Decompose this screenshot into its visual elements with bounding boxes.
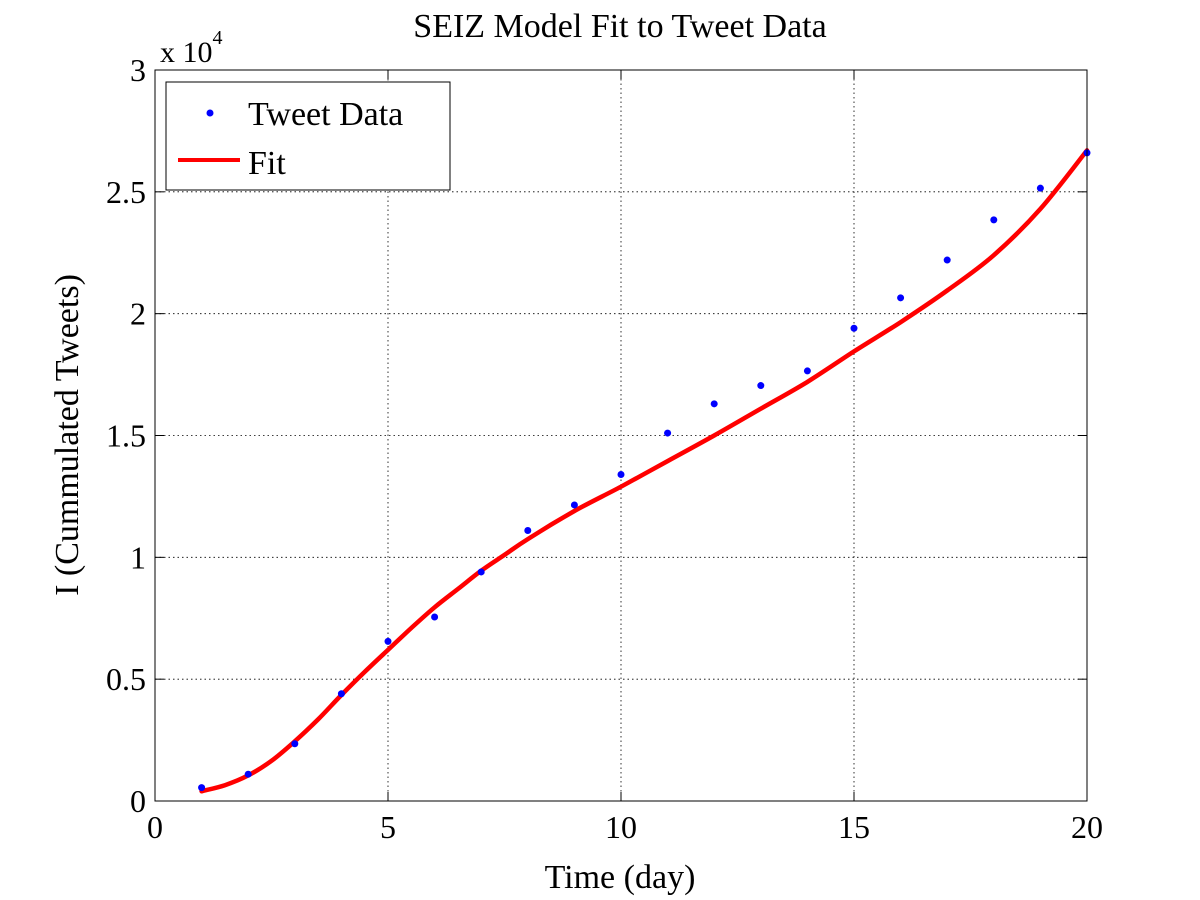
tweet-data-point <box>385 638 392 645</box>
tweet-data-point <box>1037 185 1044 192</box>
y-tick-label: 0 <box>130 783 146 819</box>
tweet-data-point <box>198 784 205 791</box>
x-tick-label: 0 <box>147 809 163 845</box>
tweet-data-point <box>851 325 858 332</box>
tweet-data-point <box>897 294 904 301</box>
legend-label-tweet-data: Tweet Data <box>248 96 403 133</box>
legend: Tweet Data Fit <box>166 82 450 190</box>
y-tick-label: 1.5 <box>106 418 146 454</box>
y-axis-label: I (Cummulated Tweets) <box>49 274 86 596</box>
chart-title: SEIZ Model Fit to Tweet Data <box>413 8 826 45</box>
tweet-data-point <box>478 568 485 575</box>
tweet-data-point <box>431 614 438 621</box>
tweet-data-point <box>524 527 531 534</box>
x-axis-label: Time (day) <box>545 859 696 896</box>
tweet-data-point <box>338 690 345 697</box>
tweet-data-point <box>664 430 671 437</box>
tweet-data-point <box>804 367 811 374</box>
y-tick-label: 1 <box>130 539 146 575</box>
y-exponent-power: 4 <box>213 27 223 49</box>
tweet-data-point <box>571 501 578 508</box>
legend-label-fit: Fit <box>248 145 286 182</box>
x-tick-label: 5 <box>380 809 396 845</box>
x-tick-label: 20 <box>1071 809 1103 845</box>
tweet-data-point <box>618 471 625 478</box>
tweet-data-point <box>291 740 298 747</box>
tweet-data-point <box>757 382 764 389</box>
tweet-data-point <box>245 771 252 778</box>
tweet-data-point <box>944 257 951 264</box>
y-exponent-base: x 10 <box>160 36 213 69</box>
tweet-data-point <box>711 400 718 407</box>
x-tick-label: 15 <box>838 809 870 845</box>
y-tick-label: 2.5 <box>106 174 146 210</box>
tweet-data-point <box>990 216 997 223</box>
y-tick-label: 2 <box>130 296 146 332</box>
y-tick-label: 0.5 <box>106 661 146 697</box>
y-tick-label: 3 <box>130 52 146 88</box>
legend-marker-tweet-data <box>207 110 214 117</box>
x-tick-label: 10 <box>605 809 637 845</box>
